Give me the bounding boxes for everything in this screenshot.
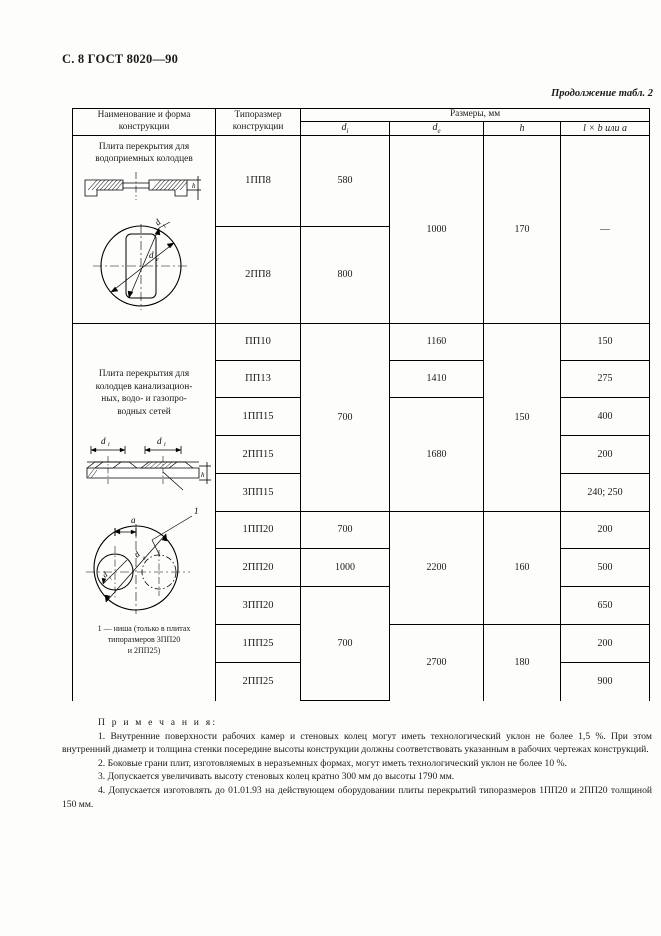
cell-de: 1160 <box>389 322 484 361</box>
cell-lb: 900 <box>559 662 651 701</box>
svg-text:h: h <box>192 182 196 190</box>
section-2-name-cell: Плита перекрытия для колодцев канализаци… <box>72 322 216 701</box>
header-de: de <box>389 121 484 136</box>
header-row-2: di de h l × b или a <box>73 121 651 136</box>
cell-h: 170 <box>483 134 561 324</box>
cell-type: 2ПП20 <box>215 548 301 587</box>
cell-type: 3ПП20 <box>215 586 301 625</box>
table-row: 1ПП25 2700 180 200 <box>73 624 651 701</box>
cell-type: 2ПП8 <box>215 226 301 324</box>
cell-type: 1ПП20 <box>215 511 301 549</box>
table-row: Плита перекрытия для водоприемных колодц… <box>72 134 651 324</box>
cell-de: 2700 <box>389 624 484 701</box>
section-1-title: Плита перекрытия для водоприемных колодц… <box>95 141 193 165</box>
cell-de: 1680 <box>389 397 484 512</box>
header-h: h <box>483 121 561 136</box>
cell-h: 160 <box>483 511 561 625</box>
cell-di: 800 <box>300 226 390 324</box>
svg-text:e: e <box>156 257 159 263</box>
table-container: Наименование и форма конструкции Типораз… <box>72 108 651 702</box>
svg-text:d: d <box>157 436 162 446</box>
cell-lb: 500 <box>559 548 651 587</box>
svg-text:i: i <box>108 442 110 448</box>
header-lb: l × b или a <box>559 121 651 136</box>
section-2-title: Плита перекрытия для колодцев канализаци… <box>95 369 193 417</box>
svg-text:d: d <box>101 436 106 446</box>
table-row: 3ПП15 240; 250 <box>73 473 651 512</box>
table-row: 2ПП8 800 <box>73 226 650 324</box>
notes-heading: П р и м е ч а н и я: <box>98 717 218 728</box>
cell-di: 700 <box>300 322 390 512</box>
header-row-1: Наименование и форма конструкции Типораз… <box>72 108 651 136</box>
svg-text:1: 1 <box>194 506 199 516</box>
cell-de: 2200 <box>389 511 484 625</box>
plate-section-view-2: d i d i h <box>86 436 211 491</box>
cell-type: ПП13 <box>215 360 301 398</box>
svg-text:d: d <box>132 549 142 560</box>
cell-lb: 240; 250 <box>559 473 651 512</box>
cell-type: 2ПП25 <box>215 662 301 701</box>
cell-di: 1000 <box>300 548 390 587</box>
cell-lb: 200 <box>559 624 651 663</box>
cell-type: 1ПП15 <box>215 397 301 436</box>
cell-di: 580 <box>300 134 390 227</box>
cell-lb: 200 <box>559 435 651 474</box>
cell-di: 700 <box>300 511 390 549</box>
header-construction-type: Типоразмер конструкции <box>215 108 301 136</box>
note-item: 1. Внутренние поверхности рабочих камер … <box>62 730 652 756</box>
running-head: С. 8 ГОСТ 8020—90 <box>62 52 179 66</box>
notes-block: П р и м е ч а н и я: 1. Внутренние повер… <box>62 716 652 811</box>
table-row: 2ПП15 200 <box>73 435 651 474</box>
svg-text:i: i <box>108 576 113 582</box>
cell-de: 1410 <box>389 360 484 398</box>
svg-text:i: i <box>164 442 166 448</box>
svg-text:i: i <box>162 224 168 230</box>
table-row: 2ПП25 900 <box>73 662 651 701</box>
cell-type: 1ПП8 <box>215 134 301 227</box>
cell-h: 180 <box>483 624 561 701</box>
svg-text:d: d <box>153 217 163 228</box>
svg-text:d: d <box>101 570 111 580</box>
cell-lb: — <box>559 134 651 324</box>
note-item: 2. Боковые грани плит, изготовляемых в н… <box>98 757 567 769</box>
cell-lb: 150 <box>559 322 651 361</box>
header-dimensions-group: Размеры, мм <box>299 108 651 122</box>
table-row: 3ПП20 700 650 <box>73 586 651 702</box>
table-row: ПП13 1410 275 <box>73 360 651 398</box>
cell-type: 2ПП15 <box>215 435 301 474</box>
plate-plan-view: d e d i <box>93 217 189 310</box>
cell-type: ПП10 <box>215 322 301 361</box>
section-1-name-cell: Плита перекрытия для водоприемных колодц… <box>72 134 216 324</box>
table-body: Плита перекрытия для водоприемных колодц… <box>72 134 651 702</box>
header-di: di <box>300 121 390 136</box>
svg-text:d: d <box>149 250 154 260</box>
figure-2-caption: 1 — ниша (только в плитах типоразмеров 3… <box>97 624 191 655</box>
table-continuation-caption: Продолжение табл. 2 <box>551 88 653 99</box>
svg-text:e: e <box>141 555 147 562</box>
plate-section-view: h <box>84 171 201 200</box>
cell-type: 1ПП25 <box>215 624 301 663</box>
dimensions-table: Наименование и форма конструкции Типораз… <box>72 108 651 702</box>
table-row: 2ПП20 1000 500 <box>73 548 651 587</box>
header-construction-name: Наименование и форма конструкции <box>72 108 216 136</box>
table-head: Наименование и форма конструкции Типораз… <box>72 108 651 136</box>
note-item: 3. Допускается увеличивать высоту стенов… <box>98 771 455 783</box>
plate-plan-view-2: a d e d i 1 <box>86 506 199 615</box>
cell-h: 150 <box>483 322 561 512</box>
cell-de: 1000 <box>389 134 484 324</box>
cell-lb: 200 <box>559 511 651 549</box>
cell-di: 700 <box>300 586 390 702</box>
cell-lb: 400 <box>559 397 651 436</box>
svg-text:a: a <box>131 515 136 525</box>
table-row: 1ПП15 1680 400 <box>73 397 651 512</box>
table-row: Плита перекрытия для колодцев канализаци… <box>72 322 651 701</box>
cell-lb: 275 <box>559 360 651 398</box>
svg-text:h: h <box>201 471 205 479</box>
note-item: 4. Допускается изготовлять до 01.01.93 н… <box>62 785 652 810</box>
cell-lb: 650 <box>559 586 651 625</box>
cell-type: 3ПП15 <box>215 473 301 512</box>
